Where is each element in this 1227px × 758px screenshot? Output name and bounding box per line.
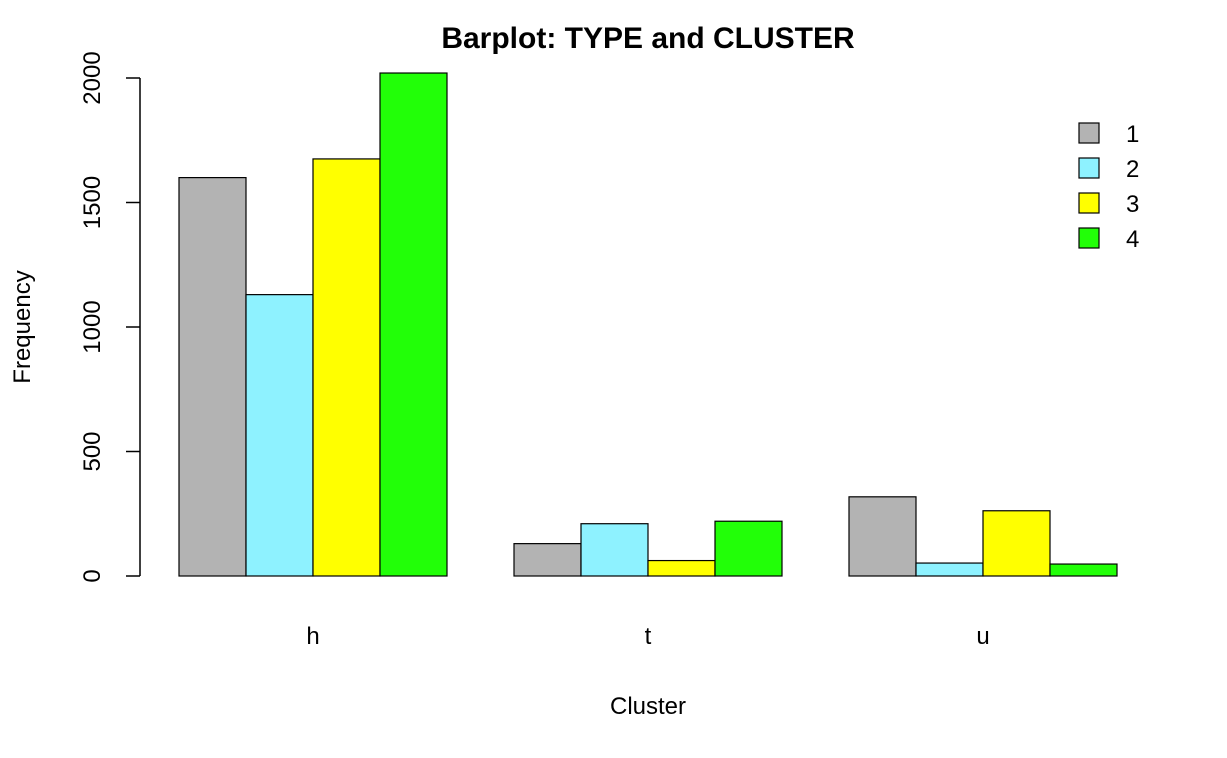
legend-swatch-4	[1078, 227, 1100, 249]
y-axis-label: Frequency	[9, 270, 36, 383]
legend-swatch-1	[1078, 122, 1100, 144]
y-tick-label: 2000	[79, 51, 106, 104]
y-axis: 0 500 1000 1500 2000	[79, 51, 141, 583]
y-tick-label: 0	[79, 569, 106, 582]
legend-swatch-2	[1078, 157, 1100, 179]
bar-u-series-1	[848, 496, 917, 577]
legend-label-4: 4	[1126, 226, 1139, 253]
bar-t-series-2	[580, 523, 649, 577]
legend-label-1: 1	[1126, 121, 1139, 148]
bar-h-series-3	[312, 158, 381, 577]
y-tick-label: 500	[79, 431, 106, 471]
x-tick-label-t: t	[645, 623, 652, 650]
bar-u-series-3	[982, 510, 1051, 577]
legend-label-3: 3	[1126, 191, 1139, 218]
legend: 1 2 3 4	[1078, 121, 1139, 253]
x-axis-label: Cluster	[610, 693, 686, 720]
bar-h-series-4	[379, 72, 448, 577]
bar-h-series-2	[245, 294, 314, 577]
bar-t-series-4	[714, 520, 783, 577]
x-tick-label-u: u	[976, 623, 989, 650]
bars-group	[178, 72, 1118, 577]
legend-swatch-3	[1078, 192, 1100, 214]
bar-t-series-1	[513, 543, 582, 577]
y-tick-label: 1000	[79, 300, 106, 353]
bar-t-series-3	[647, 559, 716, 577]
y-tick-label: 1500	[79, 176, 106, 229]
chart-title: Barplot: TYPE and CLUSTER	[441, 22, 855, 55]
legend-label-2: 2	[1126, 156, 1139, 183]
bar-u-series-2	[915, 562, 984, 577]
bar-h-series-1	[178, 177, 247, 577]
bar-u-series-4	[1049, 563, 1118, 577]
x-tick-label-h: h	[306, 623, 319, 650]
